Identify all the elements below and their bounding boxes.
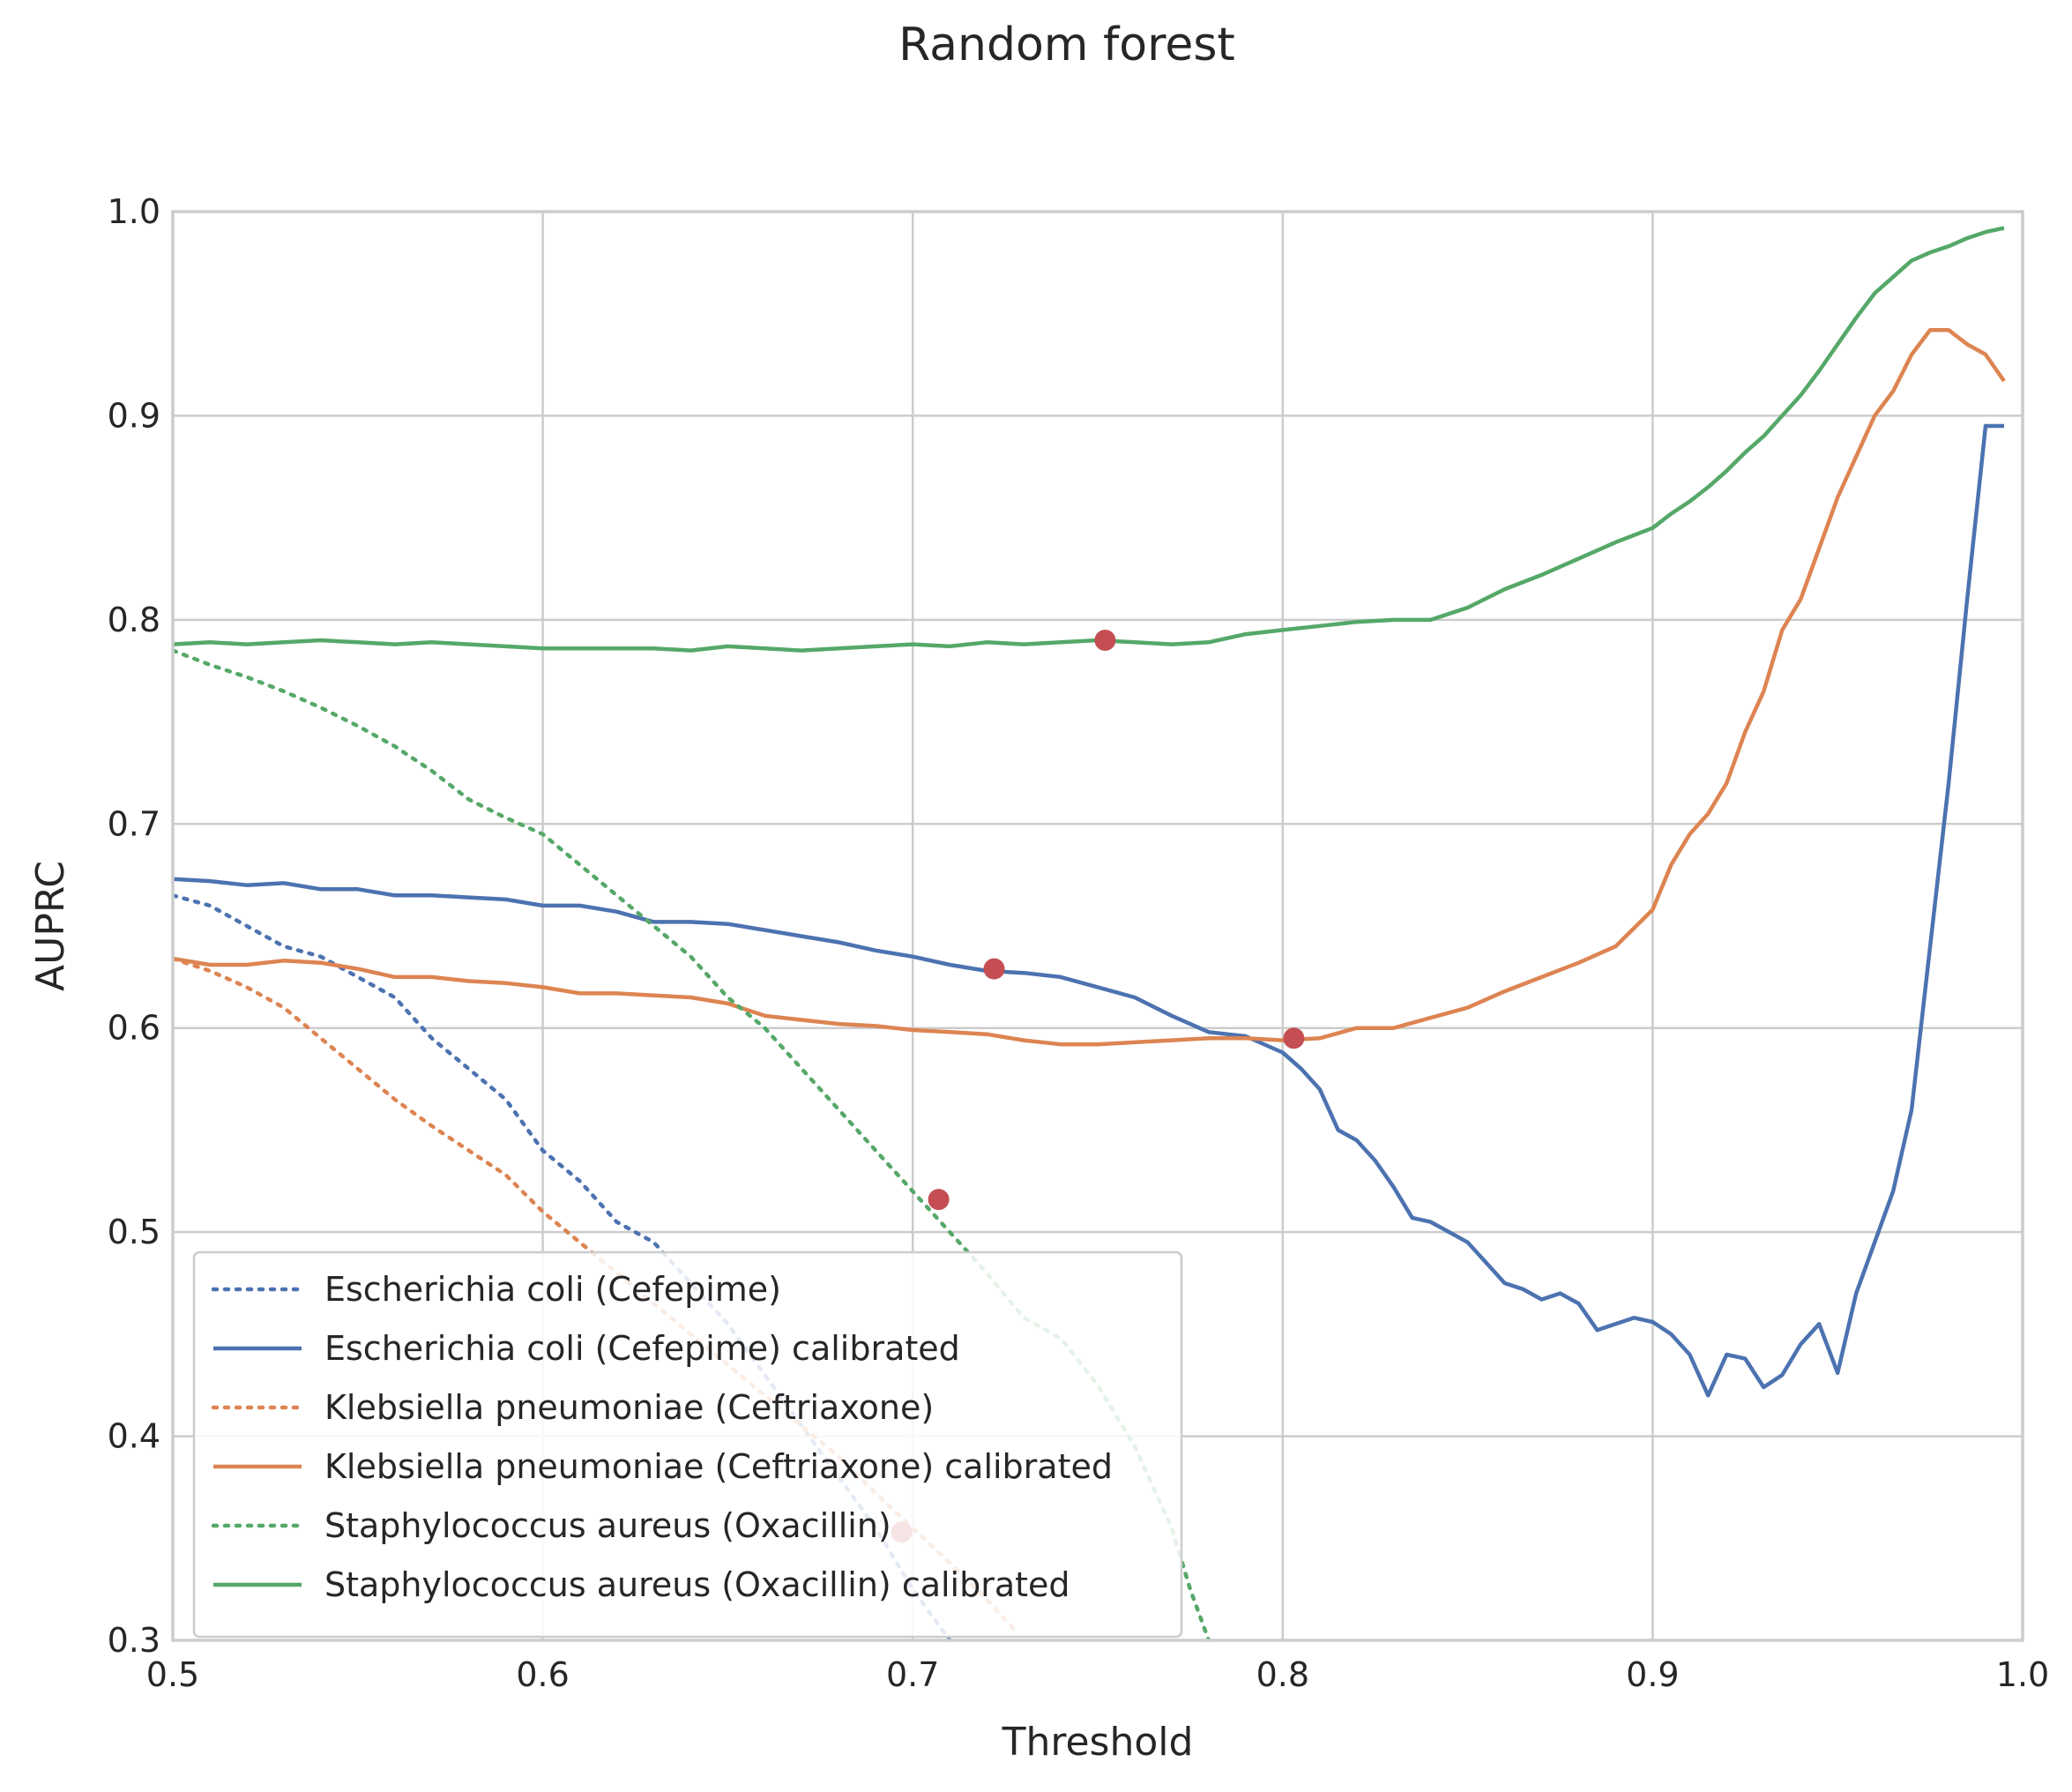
legend-label: Klebsiella pneumoniae (Ceftriaxone) cali… [324, 1447, 1113, 1486]
y-tick-label: 0.6 [108, 1009, 160, 1048]
legend-label: Escherichia coli (Cefepime) calibrated [324, 1329, 960, 1368]
y-axis-label: AUPRC [28, 861, 73, 991]
optimal-threshold-marker [1283, 1027, 1305, 1049]
y-tick-label: 0.8 [108, 601, 160, 639]
x-tick-label: 0.7 [886, 1655, 939, 1694]
y-tick-label: 0.9 [108, 396, 160, 435]
x-tick-label: 0.5 [146, 1655, 199, 1694]
x-tick-label: 0.8 [1256, 1655, 1309, 1694]
x-tick-label: 0.9 [1626, 1655, 1679, 1694]
plot-frame [171, 210, 2024, 1642]
series-line-6 [173, 226, 2005, 653]
series-line-4 [173, 327, 2006, 1047]
legend-label: Klebsiella pneumoniae (Ceftriaxone) [324, 1388, 934, 1427]
legend-label: Staphylococcus aureus (Oxacillin) calibr… [324, 1565, 1070, 1604]
legend-label: Escherichia coli (Cefepime) [324, 1270, 781, 1309]
x-tick-label: 1.0 [1996, 1655, 2049, 1694]
y-tick-label: 0.3 [108, 1621, 160, 1660]
legend-box [192, 1251, 1183, 1639]
chart-title: Random forest [898, 19, 1235, 71]
y-tick-label: 0.7 [108, 804, 160, 843]
y-tick-label: 1.0 [108, 192, 160, 231]
x-tick-label: 0.6 [516, 1655, 569, 1694]
y-tick-label: 0.5 [108, 1213, 160, 1251]
optimal-threshold-marker [928, 1189, 950, 1211]
y-ticks: 0.3 0.4 0.5 0.6 0.7 0.8 0.9 1.0 [108, 192, 160, 1660]
legend-label: Staphylococcus aureus (Oxacillin) [324, 1506, 891, 1545]
series-line-2 [173, 423, 2004, 1398]
legend: Escherichia coli (Cefepime) Escherichia c… [192, 1251, 1183, 1639]
optimal-threshold-marker [1094, 630, 1116, 651]
x-axis-label: Threshold [1002, 1720, 1194, 1765]
y-tick-label: 0.4 [108, 1417, 160, 1456]
x-ticks: 0.5 0.6 0.7 0.8 0.9 1.0 [146, 1655, 2049, 1694]
optimal-threshold-marker [983, 958, 1005, 980]
